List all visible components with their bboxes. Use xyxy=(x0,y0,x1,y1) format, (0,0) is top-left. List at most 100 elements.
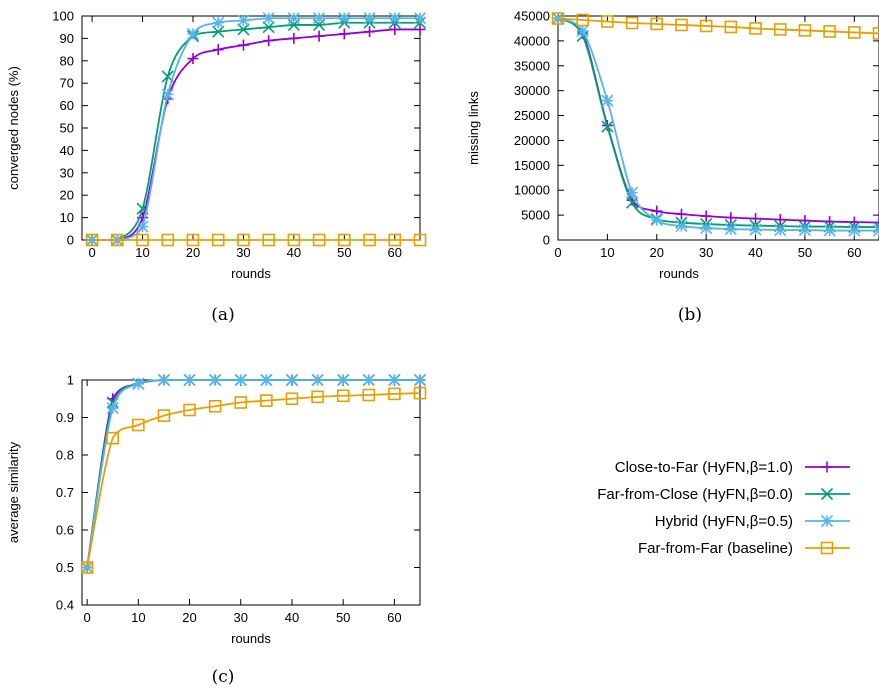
x-tick-label: 0 xyxy=(554,245,561,260)
data-point xyxy=(262,233,275,247)
y-tick-label: 0.4 xyxy=(56,598,74,613)
caption-a: (a) xyxy=(211,305,234,325)
data-point xyxy=(413,386,427,400)
data-point xyxy=(237,233,250,247)
data-point xyxy=(287,233,301,247)
data-point xyxy=(338,233,351,247)
data-point xyxy=(237,23,250,36)
data-point xyxy=(312,233,326,247)
legend-marker xyxy=(820,541,834,555)
data-point xyxy=(823,224,836,237)
caption-c: (c) xyxy=(212,667,235,687)
data-point xyxy=(212,44,224,56)
data-point xyxy=(337,373,350,387)
data-point xyxy=(132,418,145,432)
data-point xyxy=(260,394,273,407)
data-point xyxy=(211,233,225,247)
y-tick-label: 0.6 xyxy=(56,523,74,538)
y-tick-label: 45000 xyxy=(514,9,550,24)
data-point xyxy=(414,23,426,35)
data-point xyxy=(186,27,200,40)
y-axis-label: average similarity xyxy=(6,441,21,543)
legend-label: Hybrid (HyFN,β=0.5) xyxy=(655,513,793,530)
panel-c-average-similarity: 0 10 20 30 40 50 60 0.4 0.5 0.6 0.7 0.8 0.9 1 rounds av… xyxy=(6,373,427,646)
y-tick-label: 90 xyxy=(60,31,74,46)
x-tick-label: 30 xyxy=(234,610,248,625)
y-tick-label: 40 xyxy=(60,143,74,158)
x-tick-label: 20 xyxy=(650,245,664,260)
data-point xyxy=(212,25,225,38)
y-tick-label: 35000 xyxy=(514,58,550,73)
data-point xyxy=(336,389,350,403)
legend-marker xyxy=(820,487,834,501)
data-point xyxy=(234,396,248,409)
data-point xyxy=(675,219,688,233)
y-tick-label: 20000 xyxy=(514,133,550,148)
data-point xyxy=(186,233,200,247)
y-tick-label: 0.7 xyxy=(56,485,74,500)
data-point xyxy=(208,399,222,413)
y-tick-label: 25000 xyxy=(514,108,550,123)
plot-frame xyxy=(81,15,421,241)
x-tick-label: 50 xyxy=(337,245,351,260)
x-tick-label: 10 xyxy=(131,610,145,625)
data-point xyxy=(287,12,300,25)
data-point xyxy=(237,39,249,51)
y-tick-label: 0.8 xyxy=(56,448,74,463)
data-point xyxy=(725,212,737,224)
data-point xyxy=(363,12,376,25)
data-point xyxy=(183,403,196,417)
y-tick-label: 80 xyxy=(60,53,74,68)
data-point xyxy=(413,233,427,247)
data-point xyxy=(576,24,589,37)
legend-label: Far-from-Far (baseline) xyxy=(638,540,793,557)
y-axis-label: missing links xyxy=(466,91,481,165)
data-point xyxy=(338,28,350,40)
data-point xyxy=(187,53,199,65)
data-point xyxy=(798,223,811,237)
series-group xyxy=(80,373,427,574)
data-point xyxy=(363,233,376,247)
data-point xyxy=(183,373,196,387)
data-point xyxy=(699,19,713,33)
data-point xyxy=(237,14,250,27)
data-point xyxy=(675,208,687,220)
data-point xyxy=(724,222,737,236)
data-point xyxy=(823,25,836,38)
data-point xyxy=(285,373,299,387)
x-tick-label: 50 xyxy=(798,245,812,260)
plot-frame xyxy=(81,379,421,606)
series-line xyxy=(86,392,421,568)
data-point xyxy=(209,373,222,387)
x-tick-label: 60 xyxy=(847,245,861,260)
y-tick-label: 40000 xyxy=(514,33,550,48)
legend-label: Close-to-Far (HyFN,β=1.0) xyxy=(615,459,793,476)
y-tick-label: 0.9 xyxy=(56,410,74,425)
legend-marker xyxy=(821,461,833,473)
x-tick-label: 0 xyxy=(84,610,91,625)
data-point xyxy=(750,213,762,225)
data-point xyxy=(700,210,712,222)
series-line xyxy=(86,379,420,568)
data-point xyxy=(848,224,861,237)
data-point xyxy=(313,12,326,25)
y-tick-label: 0 xyxy=(67,233,74,248)
data-point xyxy=(364,26,376,38)
legend-label: Far-from-Close (HyFN,β=0.0) xyxy=(597,486,793,503)
data-point xyxy=(212,16,225,29)
data-point xyxy=(285,392,299,406)
y-tick-label: 5000 xyxy=(521,208,550,223)
data-point xyxy=(601,15,614,28)
x-tick-label: 20 xyxy=(182,610,196,625)
data-point xyxy=(362,373,375,387)
series-group xyxy=(85,12,427,247)
plot-frame xyxy=(557,15,879,241)
y-tick-label: 15000 xyxy=(514,158,550,173)
series-line xyxy=(86,379,420,568)
data-point xyxy=(848,26,861,39)
data-point xyxy=(413,12,427,25)
data-point xyxy=(413,373,427,387)
data-point xyxy=(362,388,376,402)
data-point xyxy=(106,402,119,415)
